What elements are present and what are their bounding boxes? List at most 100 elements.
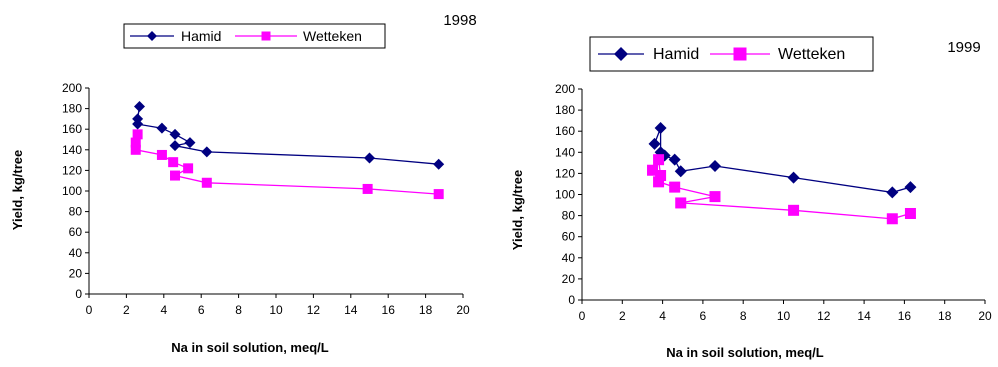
legend-marker bbox=[261, 31, 271, 41]
x-tick-label: 6 bbox=[700, 309, 707, 323]
y-tick-label: 60 bbox=[69, 225, 83, 239]
data-point bbox=[669, 181, 681, 193]
data-point bbox=[169, 140, 181, 152]
data-point bbox=[156, 149, 167, 160]
data-point bbox=[201, 177, 212, 188]
data-point bbox=[132, 118, 144, 130]
data-point bbox=[362, 183, 373, 194]
y-tick-label: 140 bbox=[62, 143, 82, 157]
x-axis-label: Na in soil solution, meq/L bbox=[666, 345, 824, 360]
x-tick-label: 18 bbox=[938, 309, 952, 323]
y-tick-label: 120 bbox=[555, 166, 575, 180]
data-point bbox=[133, 101, 145, 113]
data-point bbox=[201, 146, 213, 158]
data-point bbox=[886, 186, 899, 199]
chart-1998: 0 20 40 60 80 100 120 140 160 180 200 0 2 4 6 8 10 12 14 16… bbox=[10, 12, 477, 355]
x-axis-label: Na in soil solution, meq/L bbox=[171, 340, 329, 355]
y-tick-label: 80 bbox=[562, 209, 576, 223]
legend-marker bbox=[733, 47, 747, 61]
data-point bbox=[709, 191, 721, 203]
data-point bbox=[184, 137, 196, 149]
x-tick-label: 20 bbox=[456, 303, 470, 317]
data-point bbox=[132, 129, 143, 140]
data-point bbox=[364, 152, 375, 164]
x-tick-label: 4 bbox=[659, 309, 666, 323]
data-point bbox=[886, 213, 898, 225]
series-hamid bbox=[648, 122, 917, 199]
x-tick-label: 2 bbox=[123, 303, 130, 317]
data-point bbox=[168, 157, 179, 168]
data-point bbox=[648, 137, 661, 150]
x-tick-label: 0 bbox=[579, 309, 586, 323]
x-tick-label: 4 bbox=[160, 303, 167, 317]
x-tick-label: 16 bbox=[382, 303, 396, 317]
y-tick-label: 200 bbox=[62, 81, 82, 95]
data-point bbox=[904, 181, 917, 194]
legend-marker bbox=[614, 47, 628, 61]
x-tick-label: 2 bbox=[619, 309, 626, 323]
y-tick-label: 100 bbox=[555, 188, 575, 202]
x-tick-label: 6 bbox=[198, 303, 205, 317]
y-axis-label: Yield, kg/tree bbox=[10, 150, 25, 230]
x-tick-label: 8 bbox=[740, 309, 747, 323]
data-point bbox=[787, 171, 800, 184]
data-point bbox=[675, 197, 687, 209]
data-point bbox=[653, 154, 665, 166]
y-tick-label: 160 bbox=[555, 124, 575, 138]
x-tick-label: 20 bbox=[978, 309, 992, 323]
data-point bbox=[130, 144, 141, 155]
y-tick-label: 200 bbox=[555, 82, 575, 96]
series-line bbox=[136, 106, 439, 165]
data-point bbox=[904, 207, 916, 219]
chart-1999: 0 20 40 60 80 100 120 140 160 180 200 0 2 4 6 8 10 12 14 16… bbox=[510, 36, 992, 360]
x-tick-label: 10 bbox=[777, 309, 791, 323]
y-tick-label: 140 bbox=[555, 145, 575, 159]
data-point bbox=[170, 170, 181, 181]
data-point bbox=[708, 160, 721, 173]
y-axis-label: Yield, kg/tree bbox=[510, 170, 525, 250]
data-point bbox=[668, 153, 681, 166]
legend-label: Hamid bbox=[181, 28, 221, 44]
y-tick-label: 180 bbox=[62, 102, 82, 116]
x-tick-label: 8 bbox=[235, 303, 242, 317]
y-tick-label: 20 bbox=[69, 266, 83, 280]
y-tick-label: 120 bbox=[62, 163, 82, 177]
y-tick-label: 0 bbox=[568, 293, 575, 307]
series-wetteken bbox=[130, 129, 444, 200]
legend-label: Wetteken bbox=[778, 46, 845, 63]
data-point bbox=[788, 204, 800, 216]
series-line bbox=[135, 134, 439, 195]
x-tick-label: 16 bbox=[898, 309, 912, 323]
data-point bbox=[156, 122, 168, 134]
legend-label: Wetteken bbox=[303, 28, 362, 44]
data-point bbox=[183, 163, 194, 174]
y-tick-label: 160 bbox=[62, 122, 82, 136]
data-point bbox=[433, 189, 444, 200]
legend: Hamid Wetteken bbox=[589, 36, 874, 72]
y-tick-label: 60 bbox=[562, 230, 576, 244]
data-point bbox=[655, 170, 667, 182]
data-point bbox=[654, 122, 667, 135]
y-tick-label: 20 bbox=[562, 272, 576, 286]
data-point bbox=[433, 158, 445, 170]
data-point bbox=[653, 176, 665, 188]
chart-title: 1999 bbox=[947, 39, 980, 56]
x-tick-label: 10 bbox=[269, 303, 283, 317]
legend-marker bbox=[147, 31, 157, 41]
x-tick-label: 0 bbox=[86, 303, 93, 317]
x-tick-label: 14 bbox=[857, 309, 871, 323]
series-wetteken bbox=[647, 154, 916, 225]
data-point bbox=[647, 164, 659, 176]
x-tick-label: 18 bbox=[419, 303, 433, 317]
x-tick-label: 12 bbox=[817, 309, 831, 323]
legend: Hamid Wetteken bbox=[123, 23, 386, 49]
series-line bbox=[653, 127, 911, 194]
y-tick-label: 40 bbox=[69, 246, 83, 260]
series-line bbox=[651, 157, 911, 220]
y-tick-label: 180 bbox=[555, 103, 575, 117]
x-tick-label: 12 bbox=[307, 303, 321, 317]
data-point bbox=[169, 128, 181, 140]
y-tick-label: 80 bbox=[69, 205, 83, 219]
y-tick-label: 0 bbox=[75, 287, 82, 301]
